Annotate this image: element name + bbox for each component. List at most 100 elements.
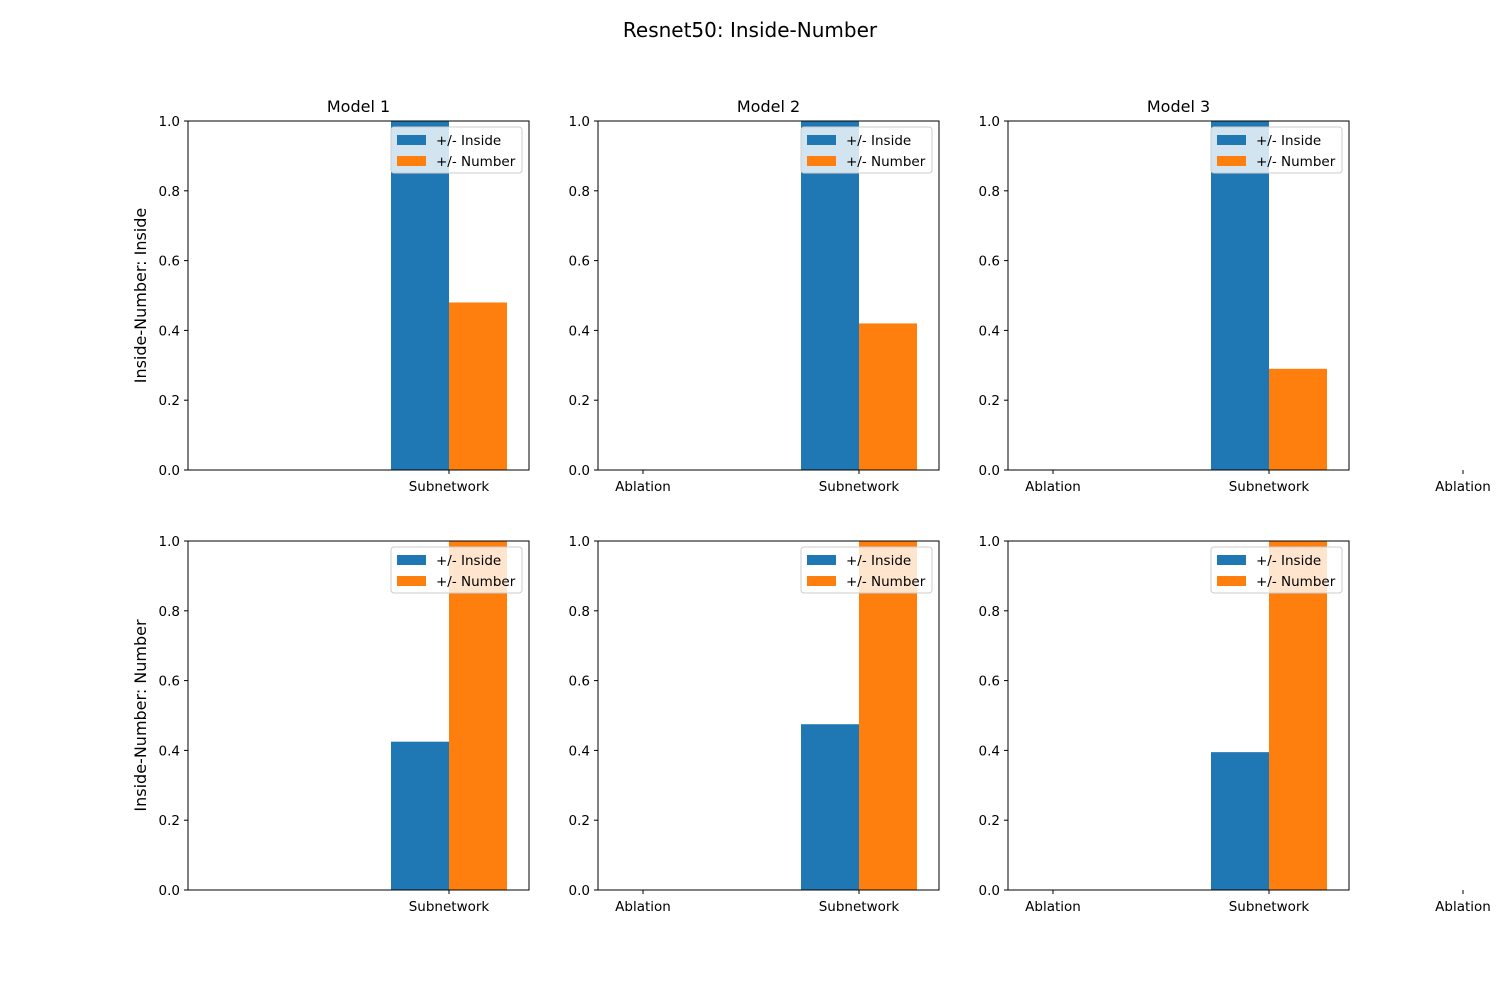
legend-swatch-number	[397, 156, 426, 166]
legend-label-number: +/- Number	[436, 574, 516, 590]
legend-swatch-inside	[1217, 135, 1246, 145]
x-tick-label: Subnetwork	[1229, 899, 1310, 915]
y-tick-label: 0.0	[159, 883, 180, 899]
y-tick-label: 0.6	[979, 674, 1000, 690]
subplot-3: 0.0 0.2 0.4 0.6 0.8 1.0 Subnetwork Ablation Mode…	[979, 97, 1491, 495]
legend-swatch-number	[1217, 156, 1246, 166]
y-tick-label: 0.4	[979, 323, 1000, 339]
y-tick-label: 0.2	[569, 813, 590, 829]
bars	[1211, 541, 1327, 890]
y-tick-label: 0.8	[979, 604, 1000, 620]
x-tick-label: Ablation	[1025, 899, 1081, 915]
legend-label-inside: +/- Inside	[1256, 553, 1321, 569]
legend-swatch-inside	[807, 555, 836, 565]
y-tick-label: 0.0	[979, 463, 1000, 479]
y-axis-label: Inside-Number: Number	[131, 619, 150, 812]
x-tick-label: Ablation	[1025, 479, 1081, 495]
subplot-title: Model 3	[1147, 97, 1210, 116]
subplot-4: 0.0 0.2 0.4 0.6 0.8 1.0 Subnetwork Ablation Insi…	[131, 534, 671, 915]
bar-number-subnetwork	[859, 323, 917, 470]
y-tick-label: 0.8	[979, 184, 1000, 200]
figure-title: Resnet50: Inside-Number	[623, 18, 878, 42]
axes-frame	[597, 540, 940, 891]
y-tick-label: 1.0	[979, 114, 1000, 130]
y-tick-label: 0.0	[569, 883, 590, 899]
y-tick-label: 0.6	[569, 254, 590, 270]
x-tick-label: Subnetwork	[1229, 479, 1310, 495]
legend-label-inside: +/- Inside	[1256, 133, 1321, 149]
bars	[391, 541, 507, 890]
bars	[391, 121, 507, 470]
y-tick-label: 0.4	[159, 323, 180, 339]
y-tick-label: 0.2	[979, 393, 1000, 409]
y-tick-label: 0.6	[569, 674, 590, 690]
axes-frame	[187, 540, 530, 891]
y-tick-label: 1.0	[569, 114, 590, 130]
x-tick-label: Subnetwork	[409, 899, 490, 915]
y-tick-label: 0.2	[159, 393, 180, 409]
bar-number-subnetwork	[859, 541, 917, 890]
y-tick-label: 0.6	[159, 254, 180, 270]
y-tick-label: 1.0	[159, 114, 180, 130]
bar-number-subnetwork	[449, 541, 507, 890]
x-tick-label: Subnetwork	[409, 479, 490, 495]
y-tick-label: 0.4	[979, 743, 1000, 759]
bar-inside-subnetwork	[1211, 121, 1269, 470]
y-tick-label: 0.4	[569, 323, 590, 339]
y-axis-label: Inside-Number: Inside	[131, 208, 150, 384]
legend-label-inside: +/- Inside	[436, 133, 501, 149]
legend: +/- Inside +/- Number	[390, 126, 523, 174]
axes-frame	[187, 120, 530, 471]
y-tick-label: 0.4	[569, 743, 590, 759]
subplot-2: 0.0 0.2 0.4 0.6 0.8 1.0 Subnetwork Ablation Mode…	[569, 97, 1081, 495]
subplot-title: Model 1	[327, 97, 390, 116]
legend-label-inside: +/- Inside	[846, 553, 911, 569]
legend-label-number: +/- Number	[846, 574, 926, 590]
bar-number-subnetwork	[1269, 541, 1327, 890]
axes-frame	[597, 120, 940, 471]
legend-swatch-inside	[397, 555, 426, 565]
legend: +/- Inside +/- Number	[390, 546, 523, 594]
bars	[801, 541, 917, 890]
legend-label-inside: +/- Inside	[846, 133, 911, 149]
bars	[1211, 121, 1327, 470]
legend: +/- Inside +/- Number	[1210, 546, 1343, 594]
legend-swatch-number	[397, 576, 426, 586]
subplot-6: 0.0 0.2 0.4 0.6 0.8 1.0 Subnetwork Ablation +/- …	[979, 534, 1491, 915]
legend-label-number: +/- Number	[1256, 574, 1336, 590]
y-tick-label: 0.4	[159, 743, 180, 759]
x-tick-label: Subnetwork	[819, 899, 900, 915]
bar-inside-subnetwork	[391, 121, 449, 470]
legend-label-number: +/- Number	[1256, 154, 1336, 170]
bars	[801, 121, 917, 470]
axes-frame	[1007, 540, 1350, 891]
legend-swatch-inside	[1217, 555, 1246, 565]
bar-inside-subnetwork	[1211, 752, 1269, 890]
x-tick-label: Subnetwork	[819, 479, 900, 495]
y-tick-label: 0.2	[979, 813, 1000, 829]
legend-swatch-inside	[397, 135, 426, 145]
x-tick-label: Ablation	[1435, 479, 1491, 495]
legend-label-inside: +/- Inside	[436, 553, 501, 569]
y-tick-label: 0.8	[569, 184, 590, 200]
y-tick-label: 0.2	[159, 813, 180, 829]
y-tick-label: 0.0	[569, 463, 590, 479]
x-tick-label: Ablation	[615, 479, 671, 495]
subplot-5: 0.0 0.2 0.4 0.6 0.8 1.0 Subnetwork Ablation +/- …	[569, 534, 1081, 915]
bar-inside-subnetwork	[801, 724, 859, 890]
y-tick-label: 1.0	[979, 534, 1000, 550]
y-tick-label: 0.6	[979, 254, 1000, 270]
legend-label-number: +/- Number	[436, 154, 516, 170]
x-tick-label: Ablation	[1435, 899, 1491, 915]
y-tick-label: 0.8	[569, 604, 590, 620]
subplot-1: 0.0 0.2 0.4 0.6 0.8 1.0 Subnetwork Ablation Mode…	[131, 97, 671, 495]
y-tick-label: 1.0	[159, 534, 180, 550]
axes-frame	[1007, 120, 1350, 471]
x-tick-label: Ablation	[615, 899, 671, 915]
legend-label-number: +/- Number	[846, 154, 926, 170]
subplot-grid: 0.0 0.2 0.4 0.6 0.8 1.0 Subnetwork Ablation Mode…	[131, 97, 1491, 915]
y-tick-label: 0.0	[159, 463, 180, 479]
bar-number-subnetwork	[449, 302, 507, 470]
legend-swatch-number	[807, 576, 836, 586]
